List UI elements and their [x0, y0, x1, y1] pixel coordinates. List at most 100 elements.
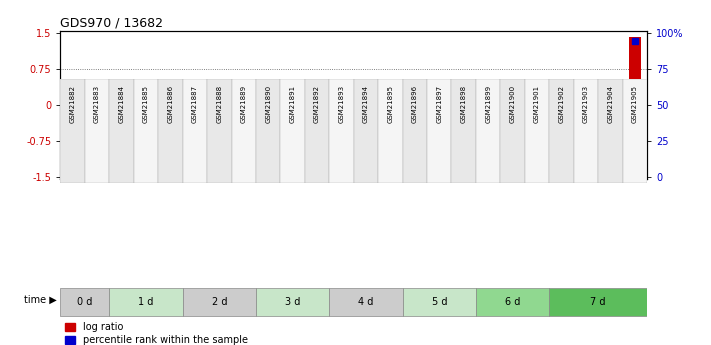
- Bar: [329, 31, 354, 179]
- Text: GSM21898: GSM21898: [461, 85, 466, 123]
- Bar: [336, 105, 348, 144]
- Text: 5 d: 5 d: [432, 297, 447, 307]
- Bar: [629, 37, 641, 105]
- Bar: [433, 105, 445, 111]
- Bar: [458, 101, 470, 105]
- Bar: [115, 105, 128, 124]
- Bar: [501, 79, 525, 183]
- Bar: [91, 105, 103, 112]
- Bar: [476, 288, 549, 316]
- Bar: [256, 288, 329, 316]
- Text: GSM21894: GSM21894: [363, 85, 369, 122]
- Bar: [402, 288, 476, 316]
- Bar: [598, 79, 623, 183]
- Bar: [183, 288, 256, 316]
- Bar: [555, 105, 567, 124]
- Bar: [476, 79, 501, 183]
- Bar: [427, 79, 451, 183]
- Text: GSM21893: GSM21893: [338, 85, 345, 123]
- Text: GSM21900: GSM21900: [510, 85, 515, 123]
- Text: 1 d: 1 d: [139, 297, 154, 307]
- Bar: [531, 105, 543, 122]
- Bar: [353, 79, 378, 183]
- Bar: [280, 31, 305, 179]
- Bar: [476, 31, 501, 179]
- Text: 0 d: 0 d: [77, 297, 92, 307]
- Bar: [262, 105, 274, 115]
- Bar: [402, 79, 427, 183]
- Legend: log ratio, percentile rank within the sample: log ratio, percentile rank within the sa…: [65, 322, 248, 345]
- Text: GSM21888: GSM21888: [216, 85, 223, 123]
- Bar: [427, 31, 451, 179]
- Bar: [305, 79, 329, 183]
- Text: 3 d: 3 d: [285, 297, 300, 307]
- Text: GSM21890: GSM21890: [265, 85, 271, 123]
- Text: 4 d: 4 d: [358, 297, 373, 307]
- Bar: [280, 79, 305, 183]
- Text: GSM21885: GSM21885: [143, 85, 149, 122]
- Bar: [158, 31, 183, 179]
- Text: GSM21886: GSM21886: [167, 85, 173, 123]
- Bar: [256, 79, 280, 183]
- Text: 6 d: 6 d: [505, 297, 520, 307]
- Bar: [409, 105, 421, 125]
- Text: GSM21902: GSM21902: [558, 85, 565, 122]
- Bar: [378, 31, 402, 179]
- Bar: [256, 31, 280, 179]
- Bar: [60, 288, 109, 316]
- Bar: [550, 288, 647, 316]
- Text: GSM21905: GSM21905: [632, 85, 638, 122]
- Bar: [237, 105, 250, 122]
- Text: GSM21889: GSM21889: [241, 85, 247, 123]
- Text: time ▶: time ▶: [24, 295, 57, 305]
- Bar: [158, 79, 183, 183]
- Bar: [550, 79, 574, 183]
- Bar: [67, 105, 79, 119]
- Bar: [353, 31, 378, 179]
- Bar: [85, 79, 109, 183]
- Bar: [360, 105, 372, 120]
- Text: GSM21897: GSM21897: [437, 85, 442, 123]
- Bar: [329, 288, 402, 316]
- Bar: [574, 79, 598, 183]
- Bar: [164, 105, 176, 110]
- Text: GSM21904: GSM21904: [607, 85, 614, 122]
- Bar: [232, 79, 256, 183]
- Bar: [623, 79, 647, 183]
- Text: GSM21892: GSM21892: [314, 85, 320, 122]
- Text: GSM21901: GSM21901: [534, 85, 540, 123]
- Bar: [598, 31, 623, 179]
- Bar: [329, 79, 354, 183]
- Text: GSM21887: GSM21887: [192, 85, 198, 123]
- Text: GSM21882: GSM21882: [70, 85, 75, 122]
- Bar: [109, 79, 134, 183]
- Text: GSM21895: GSM21895: [387, 85, 393, 122]
- Bar: [207, 79, 232, 183]
- Bar: [574, 31, 598, 179]
- Bar: [207, 31, 232, 179]
- Bar: [311, 105, 324, 119]
- Bar: [109, 31, 134, 179]
- Bar: [525, 79, 549, 183]
- Bar: [287, 105, 299, 112]
- Bar: [378, 79, 402, 183]
- Bar: [60, 31, 85, 179]
- Bar: [305, 31, 329, 179]
- Text: GSM21903: GSM21903: [583, 85, 589, 123]
- Text: GSM21899: GSM21899: [485, 85, 491, 123]
- Text: GSM21891: GSM21891: [289, 85, 296, 123]
- Bar: [451, 79, 476, 183]
- Bar: [232, 31, 256, 179]
- Bar: [188, 105, 201, 115]
- Bar: [183, 79, 207, 183]
- Bar: [579, 105, 592, 107]
- Bar: [134, 79, 159, 183]
- Text: GDS970 / 13682: GDS970 / 13682: [60, 17, 164, 30]
- Bar: [482, 100, 494, 105]
- Bar: [623, 31, 647, 179]
- Bar: [134, 31, 159, 179]
- Text: GSM21884: GSM21884: [119, 85, 124, 122]
- Bar: [85, 31, 109, 179]
- Bar: [604, 105, 616, 120]
- Bar: [213, 105, 225, 112]
